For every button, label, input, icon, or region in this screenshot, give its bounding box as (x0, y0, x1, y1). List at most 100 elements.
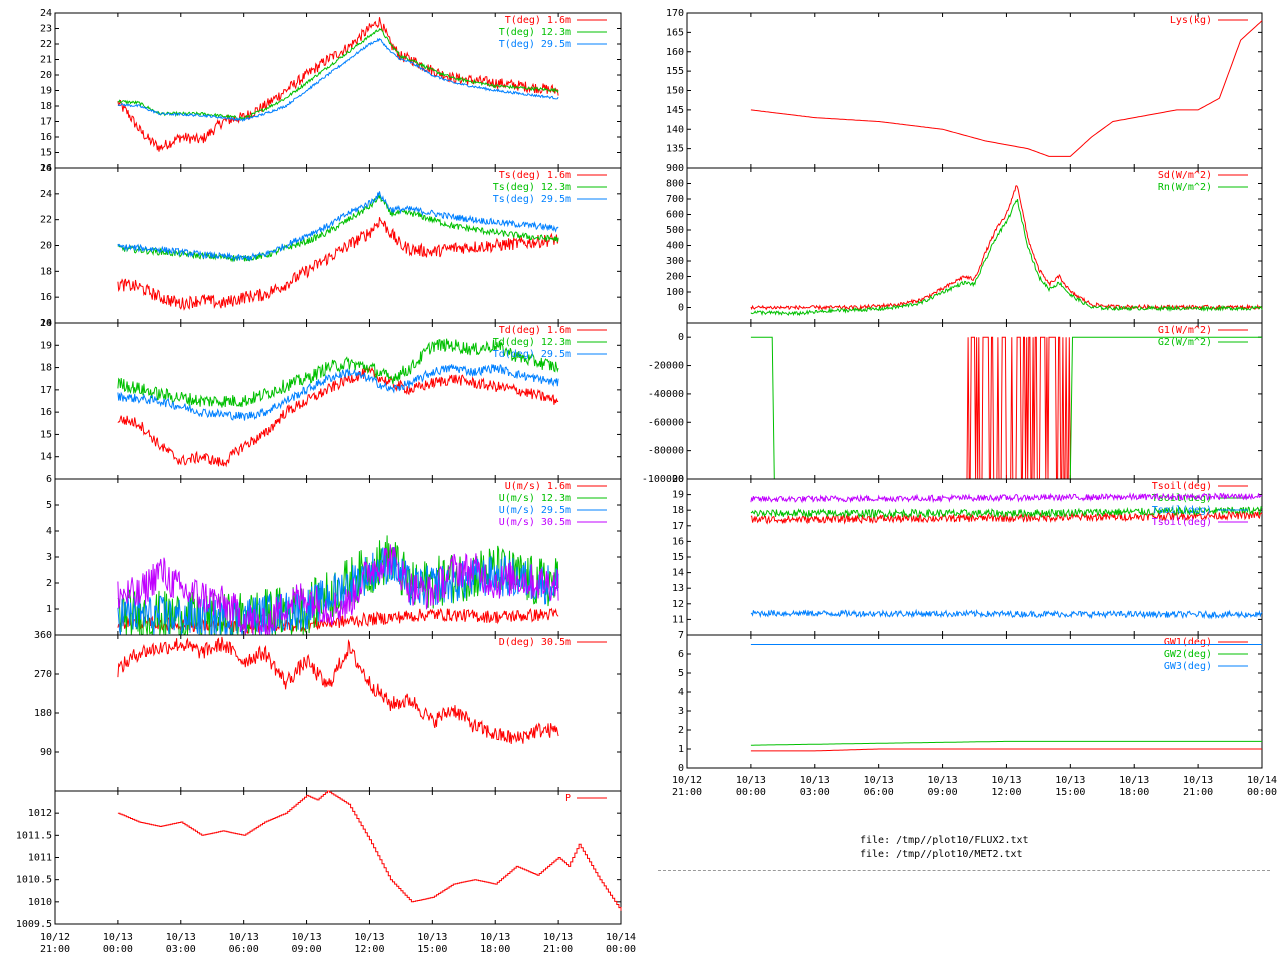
ytick-label-right-4-7: 18 (672, 505, 684, 516)
ytick-label-left-3-3: 17 (40, 385, 52, 396)
ytick-label-right-2-0: 0 (678, 303, 684, 314)
panel-frame-left-5 (54, 634, 622, 792)
left-xtick-label-time-1: 00:00 (103, 944, 133, 955)
legend-label-right-5-2: GW3(deg) (1164, 661, 1212, 672)
ytick-label-right-2-4: 400 (666, 241, 684, 252)
ytick-label-left-2-3: 20 (40, 241, 52, 252)
ytick-label-left-2-0: 14 (40, 318, 52, 329)
series-line-right-5-0 (750, 748, 1262, 752)
ytick-label-right-3-2: -60000 (648, 417, 684, 428)
right-xtick-label-date-4: 10/13 (928, 775, 958, 786)
ytick-label-left-4-4: 5 (46, 500, 52, 511)
ytick-label-left-1-10: 24 (40, 8, 52, 19)
series-line-right-5-1 (750, 740, 1262, 746)
right-xtick-label-date-0: 10/12 (672, 775, 702, 786)
ytick-label-left-6-3: 1011 (28, 853, 52, 864)
right-xtick-label-date-6: 10/13 (1055, 775, 1085, 786)
series-line-right-4-3 (750, 492, 1263, 504)
ytick-label-left-4-1: 2 (46, 578, 52, 589)
separator-line (658, 870, 1270, 871)
ytick-label-left-1-1: 15 (40, 148, 52, 159)
ytick-label-right-3-3: -40000 (648, 389, 684, 400)
left-xtick-label-time-9: 00:00 (606, 944, 636, 955)
ytick-label-left-4-3: 4 (46, 526, 52, 537)
right-xtick-label-time-7: 18:00 (1119, 787, 1149, 798)
series-line-left-1-1 (117, 28, 559, 120)
ytick-label-right-5-4: 4 (678, 687, 684, 698)
ytick-label-right-1-1: 140 (666, 124, 684, 135)
ytick-label-right-2-5: 500 (666, 225, 684, 236)
right-xtick-label-date-2: 10/13 (800, 775, 830, 786)
legend-label-left-3-1: Td(deg) 12.3m (493, 337, 571, 348)
ytick-label-left-6-4: 1011.5 (16, 830, 52, 841)
left-xtick-label-date-0: 10/12 (40, 932, 70, 943)
ytick-label-right-1-4: 155 (666, 66, 684, 77)
ytick-label-right-1-5: 160 (666, 47, 684, 58)
right-xtick-label-time-8: 21:00 (1183, 787, 1213, 798)
ytick-label-right-4-0: 11 (672, 614, 684, 625)
legend-label-left-1-0: T(deg) 1.6m (505, 15, 571, 26)
ytick-label-right-4-8: 19 (672, 490, 684, 501)
ytick-label-left-4-0: 1 (46, 604, 52, 615)
series-line-right-3-0 (750, 336, 1261, 480)
ytick-label-right-2-3: 300 (666, 256, 684, 267)
ytick-label-right-3-1: -80000 (648, 446, 684, 457)
ytick-label-right-4-2: 13 (672, 583, 684, 594)
ytick-label-left-1-2: 16 (40, 132, 52, 143)
left-xtick-label-time-5: 12:00 (354, 944, 384, 955)
legend-label-left-4-1: U(m/s) 12.3m (499, 493, 571, 504)
ytick-label-left-3-4: 18 (40, 363, 52, 374)
right-xtick-label-time-0: 21:00 (672, 787, 702, 798)
left-xtick-label-time-0: 21:00 (40, 944, 70, 955)
series-line-left-4-2 (117, 546, 559, 635)
series-line-left-3-2 (117, 363, 559, 421)
ytick-label-left-1-0: 14 (40, 163, 52, 174)
left-xtick-label-time-4: 09:00 (292, 944, 322, 955)
series-line-right-2-1 (750, 198, 1263, 317)
ytick-label-right-1-6: 165 (666, 27, 684, 38)
ytick-label-left-1-7: 21 (40, 55, 52, 66)
series-line-left-3-0 (117, 366, 559, 468)
ytick-label-right-5-5: 5 (678, 668, 684, 679)
right-xtick-label-date-8: 10/13 (1183, 775, 1213, 786)
left-xtick-label-time-6: 15:00 (417, 944, 447, 955)
legend-label-right-5-1: GW2(deg) (1164, 649, 1212, 660)
ytick-label-left-1-5: 19 (40, 86, 52, 97)
legend-label-left-4-2: U(m/s) 29.5m (499, 505, 571, 516)
legend-label-right-5-0: GW1(deg) (1164, 637, 1212, 648)
ytick-label-right-3-5: 0 (678, 332, 684, 343)
ytick-label-left-1-8: 22 (40, 39, 52, 50)
legend-label-left-2-0: Ts(deg) 1.6m (499, 170, 571, 181)
series-line-left-3-1 (117, 338, 559, 408)
ytick-label-left-3-6: 20 (40, 318, 52, 329)
left-xtick-label-time-2: 03:00 (166, 944, 196, 955)
ytick-label-left-6-0: 1009.5 (16, 919, 52, 930)
ytick-label-right-4-1: 12 (672, 599, 684, 610)
legend-label-left-6-0: P (565, 793, 571, 804)
ytick-label-right-4-5: 16 (672, 536, 684, 547)
ytick-label-right-5-7: 7 (678, 630, 684, 641)
legend-label-right-4-0: Tsoil(deg) (1152, 481, 1212, 492)
ytick-label-right-1-0: 135 (666, 144, 684, 155)
ytick-label-right-2-8: 800 (666, 179, 684, 190)
series-line-right-4-1 (750, 505, 1263, 520)
left-xtick-label-time-7: 18:00 (480, 944, 510, 955)
legend-label-right-4-3: Tsoil(deg) (1152, 517, 1212, 528)
left-xtick-label-time-3: 06:00 (229, 944, 259, 955)
right-xtick-label-date-3: 10/13 (864, 775, 894, 786)
ytick-label-left-6-2: 1010.5 (16, 875, 52, 886)
ytick-label-left-1-3: 17 (40, 117, 52, 128)
ytick-label-right-3-4: -20000 (648, 361, 684, 372)
ytick-label-left-5-2: 270 (34, 669, 52, 680)
left-xtick-label-date-3: 10/13 (229, 932, 259, 943)
left-xtick-label-time-8: 21:00 (543, 944, 573, 955)
right-xtick-label-date-7: 10/13 (1119, 775, 1149, 786)
left-xtick-label-date-8: 10/13 (543, 932, 573, 943)
ytick-label-left-2-6: 26 (40, 163, 52, 174)
ytick-label-left-2-1: 16 (40, 292, 52, 303)
ytick-label-left-1-4: 18 (40, 101, 52, 112)
ytick-label-left-1-9: 23 (40, 24, 52, 35)
ytick-label-left-1-6: 20 (40, 70, 52, 81)
right-xtick-label-date-9: 10/14 (1247, 775, 1277, 786)
